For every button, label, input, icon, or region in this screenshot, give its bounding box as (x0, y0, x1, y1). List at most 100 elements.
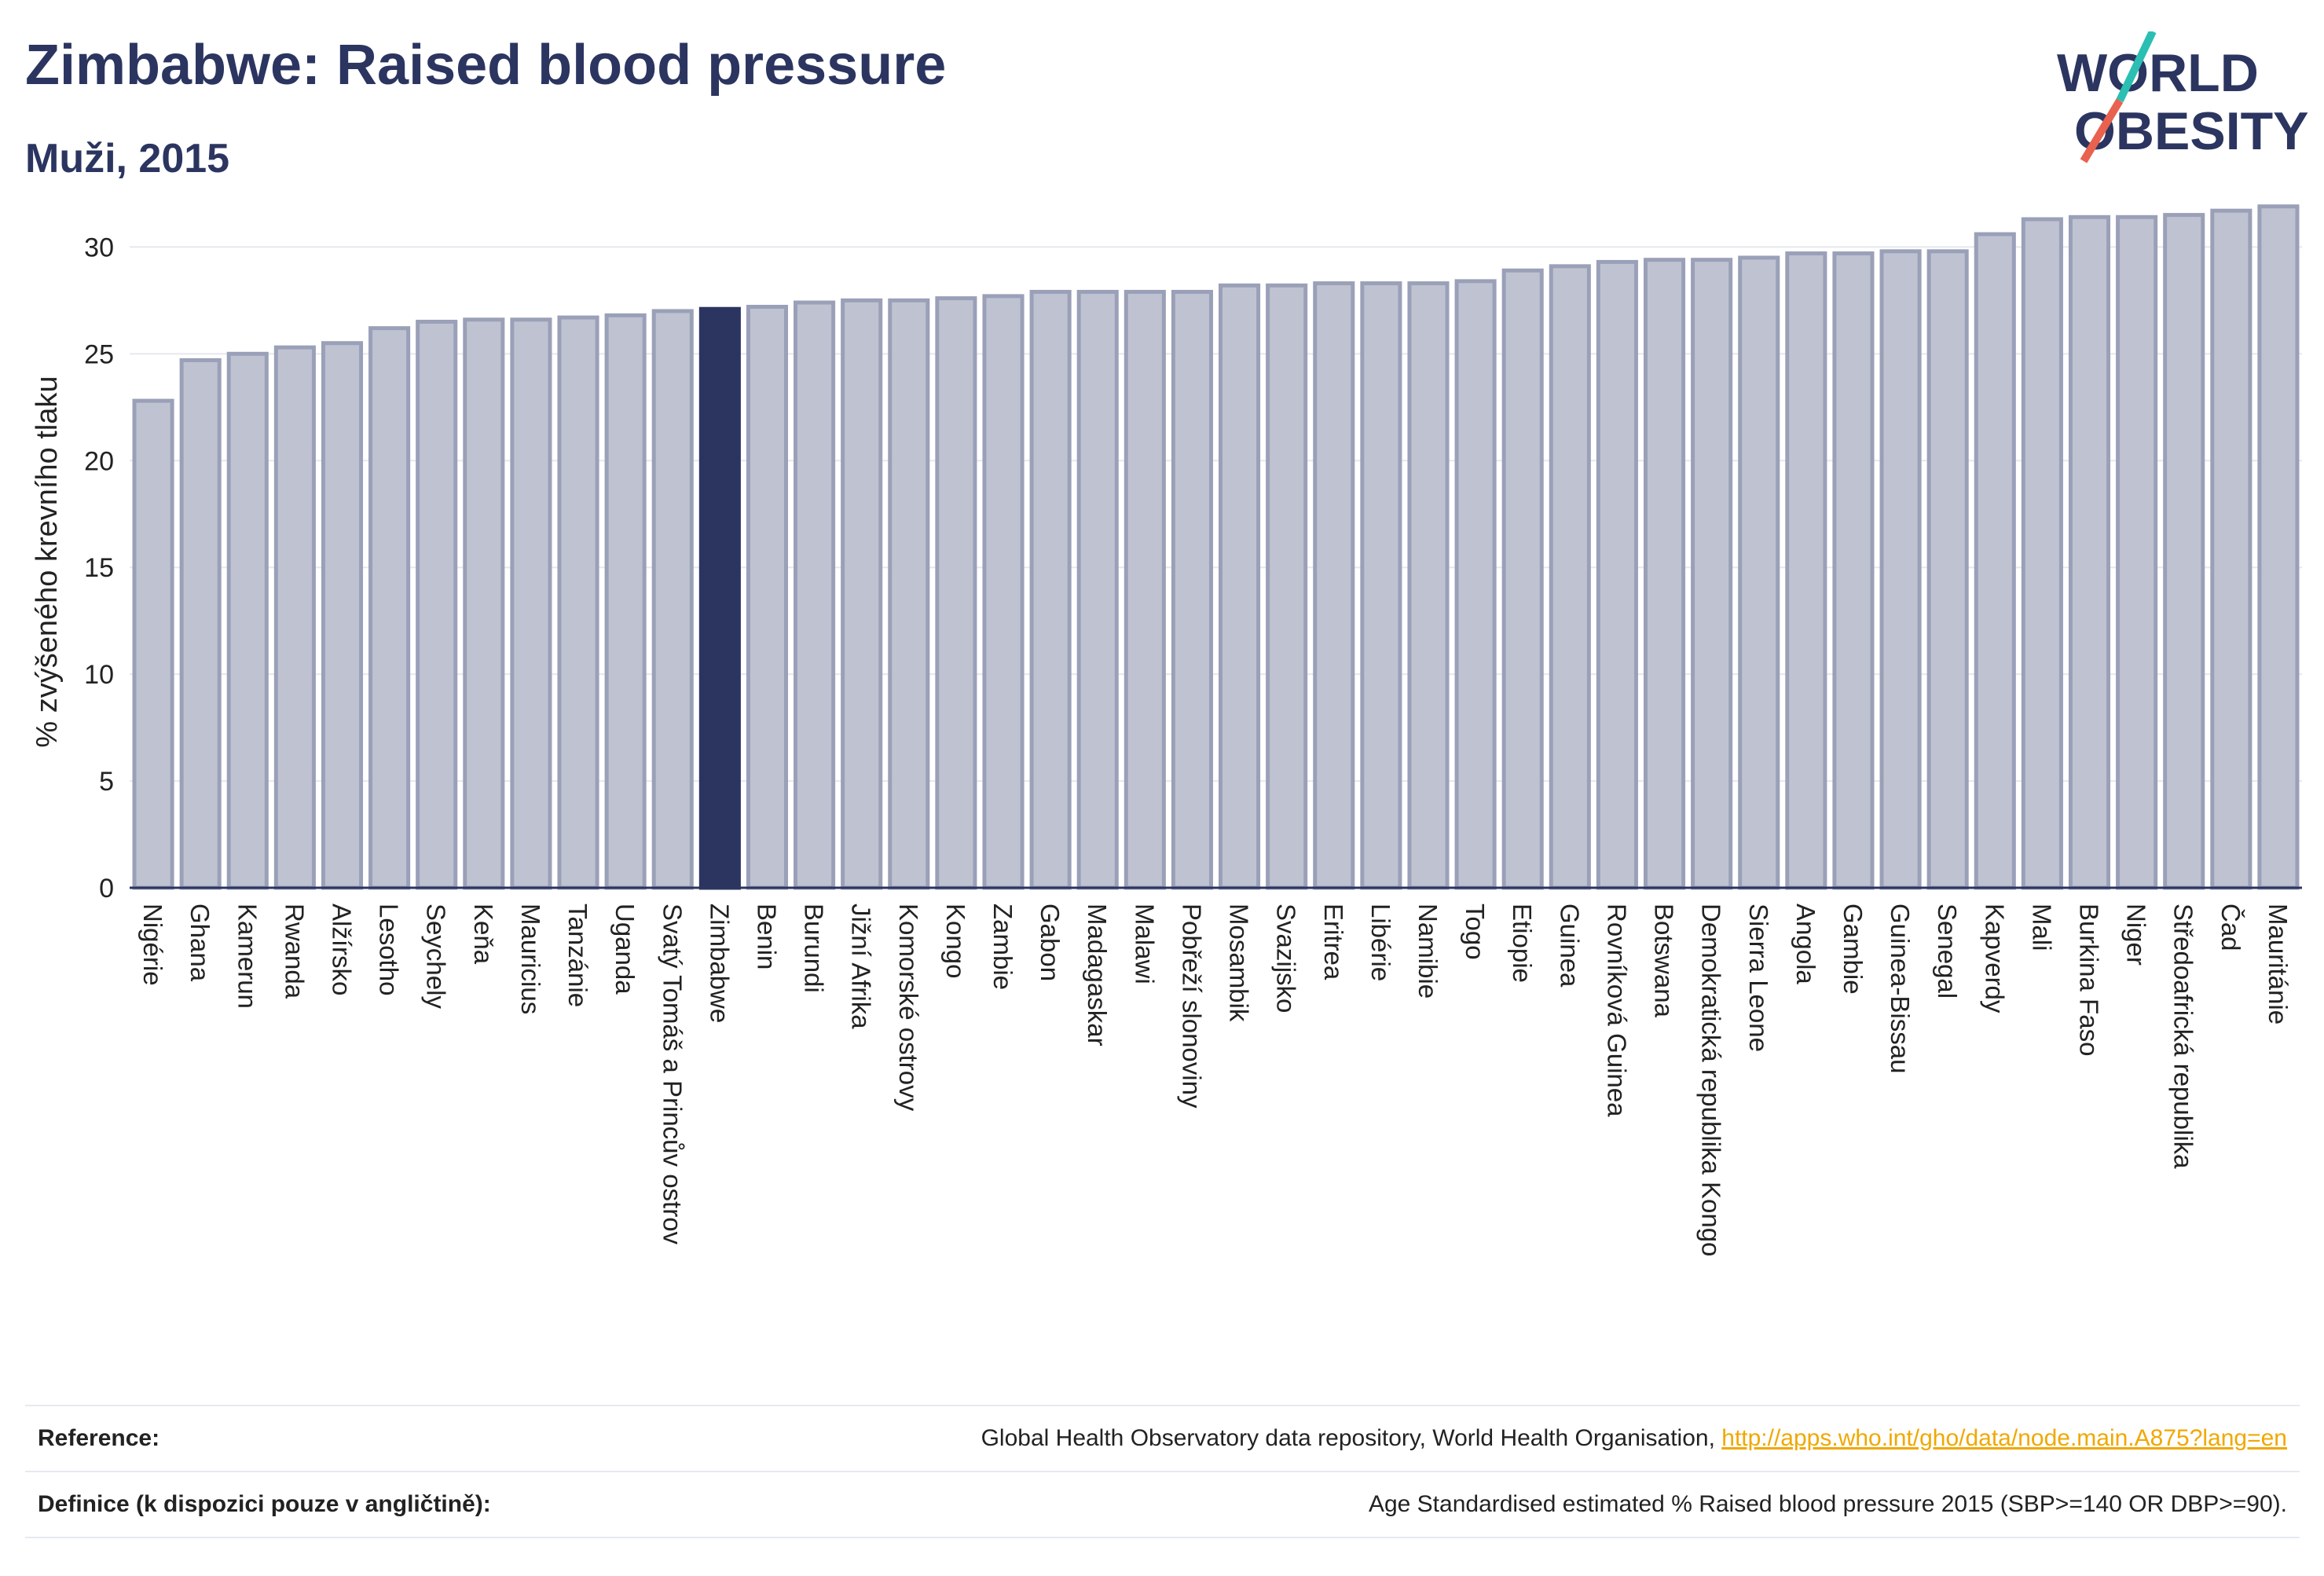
bar (1407, 281, 1450, 890)
x-tick-label: Mali (2027, 903, 2056, 951)
bar (2068, 214, 2111, 890)
y-tick-label: 5 (99, 767, 114, 797)
reference-value: Global Health Observatory data repositor… (981, 1425, 2300, 1452)
world-obesity-logo: WORLD OBESITY (2057, 31, 2309, 163)
bar (1974, 232, 2016, 890)
bar (935, 296, 977, 890)
x-tick-label: Libérie (1366, 903, 1395, 981)
bar (1832, 251, 1875, 890)
x-tick-label: Angola (1791, 903, 1820, 984)
logo-line1: WORLD (2057, 43, 2259, 103)
logo-accent-coral (2080, 98, 2124, 163)
bar (2021, 217, 2063, 890)
x-tick-label: Sierra Leone (1744, 903, 1773, 1052)
x-tick-label: Rwanda (280, 903, 309, 999)
bar (1785, 251, 1827, 890)
bar (1124, 289, 1166, 890)
definition-label: Definice (k dispozici pouze v angličtině… (38, 1491, 491, 1517)
bar (2257, 204, 2300, 890)
y-tick-label: 20 (84, 446, 114, 476)
bar (416, 320, 458, 890)
bar (888, 298, 930, 890)
bar (794, 300, 836, 890)
x-tick-label: Madagaskar (1083, 903, 1112, 1046)
y-tick-label: 10 (84, 660, 114, 690)
page-title: Zimbabwe: Raised blood pressure (25, 34, 947, 97)
bar (1029, 289, 1072, 890)
bar (651, 309, 694, 890)
x-tick-label: Svatý Tomáš a Princův ostrov (658, 903, 687, 1245)
y-tick-label: 0 (99, 874, 114, 903)
reference-link[interactable]: http://apps.who.int/gho/data/node.main.A… (1721, 1425, 2287, 1451)
definition-value: Age Standardised estimated % Raised bloo… (1368, 1491, 2287, 1517)
reference-row: Reference: Global Health Observatory dat… (25, 1405, 2300, 1471)
bar-chart: 0 5 10 15 20 25 30 Nigérie Ghana Kamerun Rwanda Al… (31, 204, 2302, 1256)
x-tick-label: Svazijsko (1272, 903, 1301, 1013)
x-tick-label: Keňa (469, 903, 498, 965)
x-tick-label: Gambie (1838, 903, 1868, 995)
bar (1266, 283, 1308, 890)
x-tick-label: Senegal (1933, 903, 1962, 999)
bar (368, 326, 411, 890)
reference-text: Global Health Observatory data repositor… (981, 1425, 1722, 1451)
bar (1454, 279, 1497, 890)
y-axis-label: % zvýšeného krevního tlaku (31, 376, 64, 747)
x-tick-label: Burundi (800, 903, 829, 993)
x-tick-label: Tanzánie (563, 903, 592, 1007)
page-subtitle: Muži, 2015 (25, 136, 230, 181)
y-tick-labels: 0 5 10 15 20 25 30 (84, 233, 114, 903)
x-tick-label: Nigérie (138, 903, 167, 986)
x-tick-label: Alžírsko (327, 903, 356, 995)
bars (132, 204, 2300, 890)
x-tick-label: Jižní Afrika (847, 903, 876, 1029)
bar (1738, 255, 1780, 890)
x-tick-label: Ghana (185, 903, 214, 982)
x-tick-label: Eritrea (1319, 903, 1348, 980)
bar (273, 345, 316, 890)
bar (321, 341, 364, 890)
bar (746, 305, 789, 890)
bar (132, 398, 174, 890)
bar (1171, 289, 1213, 890)
x-tick-label: Rovníková Guinea (1602, 903, 1631, 1117)
y-tick-label: 15 (84, 553, 114, 583)
x-tick-label: Mauricius (516, 903, 545, 1014)
x-tick-label: Kamerun (233, 903, 262, 1009)
x-tick-label: Etiopie (1508, 903, 1537, 983)
bar (1501, 268, 1544, 890)
bar (2116, 214, 2158, 890)
y-tick-label: 25 (84, 339, 114, 369)
bar (510, 317, 552, 890)
bar (1926, 249, 1969, 890)
logo-accent-teal (2116, 31, 2157, 103)
x-tick-labels: Nigérie Ghana Kamerun Rwanda Alžírsko Lesotho… (138, 903, 2293, 1256)
x-tick-label: Seychely (422, 903, 451, 1009)
bar (1643, 258, 1686, 890)
bar (1691, 258, 1733, 890)
bar (226, 351, 269, 890)
x-tick-label: Botswana (1650, 903, 1679, 1018)
bar (1549, 264, 1591, 890)
bar (463, 317, 505, 890)
x-tick-label: Malawi (1130, 903, 1159, 984)
bar (604, 313, 647, 890)
bar (1076, 289, 1119, 890)
x-tick-label: Kapverdy (1980, 903, 2009, 1013)
x-tick-label: Pobřeží slonoviny (1177, 903, 1206, 1109)
x-tick-label: Mosambik (1225, 903, 1254, 1022)
definition-row: Definice (k dispozici pouze v angličtině… (25, 1471, 2300, 1538)
reference-label: Reference: (38, 1425, 160, 1451)
bar (1360, 281, 1402, 890)
bar (179, 357, 222, 890)
x-tick-label: Komorské ostrovy (894, 903, 923, 1112)
y-tick-label: 30 (84, 233, 114, 262)
x-tick-label: Guinea (1555, 903, 1584, 988)
x-tick-label: Demokratická republika Kongo (1697, 903, 1726, 1256)
x-tick-label: Zimbabwe (705, 903, 734, 1023)
bar (557, 315, 599, 890)
x-tick-label: Kongo (941, 903, 970, 978)
x-tick-label: Uganda (610, 903, 640, 995)
x-tick-label: Benin (752, 903, 781, 969)
x-tick-label: Čad (2216, 903, 2245, 951)
bar (1596, 259, 1638, 890)
